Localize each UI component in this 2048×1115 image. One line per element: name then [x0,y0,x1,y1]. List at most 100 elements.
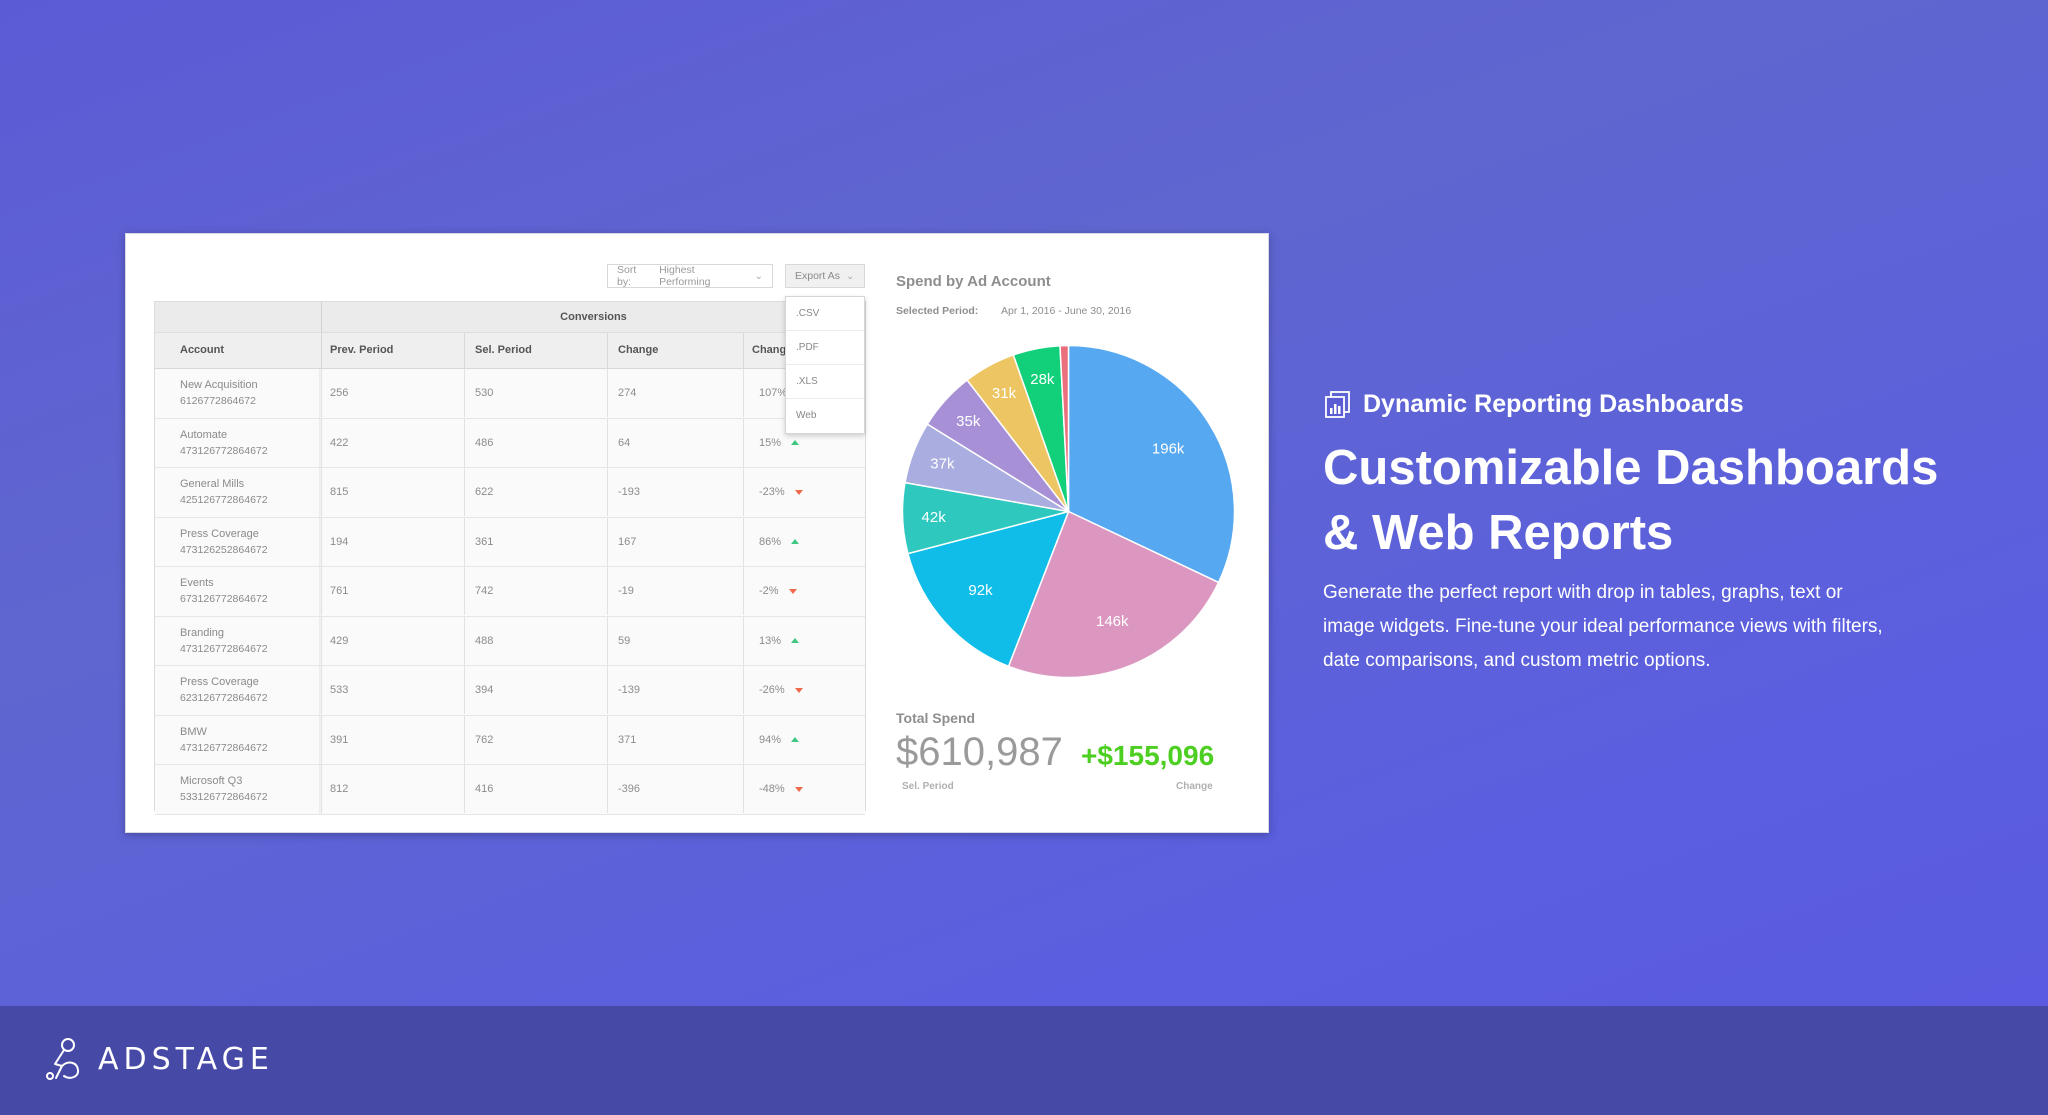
pie-slice-label: 31k [992,385,1017,402]
selected-period-label: Selected Period: [896,305,979,317]
conversions-table: Conversions Account Prev. Period Sel. Pe… [154,301,866,815]
table-row[interactable]: Branding 473126772864672 429 488 59 13% [155,616,865,666]
change-cell: 371 [607,715,636,764]
pie-slice[interactable] [1067,344,1236,584]
sel-period-cell: 530 [464,369,493,417]
change-pct-value: 15% [759,436,782,449]
sel-period-cell: 762 [464,715,493,764]
account-id: 673126772864672 [180,593,268,605]
spend-pie-chart: 196k 146k 92k 42k 37k 35k 31k 28k [901,344,1236,679]
trend-up-icon [791,737,800,742]
group-header-conversions: Conversions [321,302,865,332]
change-cell: -396 [607,765,640,813]
change-pct-value: 107% [759,387,788,399]
headline: Customizable Dashboards & Web Reports [1323,436,2003,566]
footer-band [0,1006,2048,1115]
table-row[interactable]: Automate 473126772864672 422 486 64 15% [155,418,865,468]
account-id: 473126772864672 [180,642,268,655]
pie-slice[interactable] [1007,510,1220,679]
pie-slice-label: 196k [1152,440,1185,457]
change-cell: 274 [607,369,636,417]
table-row[interactable]: Microsoft Q3 533126772864672 812 416 -396 -48… [155,765,865,815]
column-header-sel-period[interactable]: Sel. Period [464,333,532,368]
adstage-logo-icon [46,1038,80,1080]
prev-period-cell: 533 [321,666,348,714]
export-option-xls[interactable]: .XLS [786,365,864,399]
table-group-header: Conversions [155,302,865,333]
account-cell: Automate 473126772864672 [180,419,268,467]
account-id: 473126252864672 [180,543,268,556]
account-id: 473126772864672 [180,741,268,754]
account-id: 6126772864672 [180,395,256,407]
pie-slice-label: 42k [922,509,947,526]
account-name: Events [180,577,214,589]
export-dropdown-menu: .CSV .PDF .XLS Web [785,296,865,434]
trend-up-icon [791,539,800,544]
change-pct-value: -26% [759,684,785,696]
table-row[interactable]: Press Coverage 623126772864672 533 394 -139 -… [155,666,865,716]
export-option-web[interactable]: Web [796,410,817,421]
sort-label: Sort by: [617,264,637,288]
sel-period-cell: 486 [464,418,493,467]
change-cell: -193 [607,468,640,516]
change-pct-cell: -26% [743,666,803,714]
account-cell: BMW 473126772864672 [180,716,268,764]
total-spend-change: +$155,096 [1081,740,1215,771]
description: Generate the perfect report with drop in… [1323,582,1883,671]
change-pct-value: -48% [759,783,785,795]
chevron-down-icon: ⌄ [845,270,855,282]
trend-down-icon [788,588,797,594]
export-label: Export As [795,270,840,282]
brand-logo[interactable]: ADSTAGE [44,1036,274,1082]
account-name: Microsoft Q3 [180,775,243,787]
table-row[interactable]: Events 673126772864672 761 742 -19 -2% [155,567,865,617]
account-name: Automate [180,428,228,441]
change-pct-cell: 15% [743,418,800,467]
total-spend-period-label: Sel. Period [902,781,954,792]
account-id: 533126772864672 [180,791,268,803]
chart-title: Spend by Ad Account [896,273,1051,290]
brand-name: ADSTAGE [98,1041,274,1077]
sel-period-cell: 416 [464,765,493,813]
chevron-down-icon: ⌄ [754,270,763,282]
table-row[interactable]: New Acquisition 6126772864672 256 530 274 107… [155,369,865,419]
change-pct-cell: -48% [743,765,803,813]
pie-slice[interactable] [907,510,1070,668]
headline-line-1: Customizable Dashboards [1323,441,1939,495]
account-id: 623126772864672 [180,692,268,704]
feature-label: Dynamic Reporting Dashboards [1363,390,1744,418]
export-option-pdf[interactable]: .PDF [786,331,864,365]
change-pct-cell: 13% [743,616,800,665]
export-button[interactable]: Export As ⌄ [785,264,865,288]
table-row[interactable]: General Mills 425126772864672 815 622 -193 -2… [155,468,865,518]
table-row[interactable]: Press Coverage 473126252864672 194 361 167 86… [155,517,865,567]
column-header-prev-period[interactable]: Prev. Period [321,333,393,368]
table-row[interactable]: BMW 473126772864672 391 762 371 94% [155,715,865,765]
column-header-account[interactable]: Account [180,344,224,356]
table-header-row: Account Prev. Period Sel. Period Change … [155,333,865,369]
change-pct-value: 13% [759,634,782,647]
sel-period-cell: 488 [464,616,493,665]
export-option-csv[interactable]: .CSV [786,297,864,331]
sort-select[interactable]: Sort by: Highest Performing ⌄ [607,264,773,288]
column-header-change[interactable]: Change [607,333,658,368]
pie-slice-label: 92k [968,582,993,599]
pie-slice[interactable] [1059,344,1070,512]
account-name: BMW [180,725,207,738]
account-cell: Press Coverage 473126252864672 [180,518,268,566]
account-name: Press Coverage [180,676,259,688]
table-body: New Acquisition 6126772864672 256 530 274 107… [155,369,865,815]
prev-period-cell: 812 [321,765,348,813]
pie-slice-label: 37k [930,455,955,472]
account-cell: Events 673126772864672 [180,567,268,615]
account-name: General Mills [180,478,245,490]
account-cell: General Mills 425126772864672 [180,468,268,516]
account-id: 425126772864672 [180,494,268,506]
trend-down-icon [794,687,803,693]
change-pct-value: 94% [759,733,782,746]
account-cell: New Acquisition 6126772864672 [180,369,258,417]
change-pct-cell: 86% [743,517,800,566]
sel-period-cell: 394 [464,666,493,714]
trend-up-icon [791,440,800,445]
account-cell: Microsoft Q3 533126772864672 [180,765,268,813]
